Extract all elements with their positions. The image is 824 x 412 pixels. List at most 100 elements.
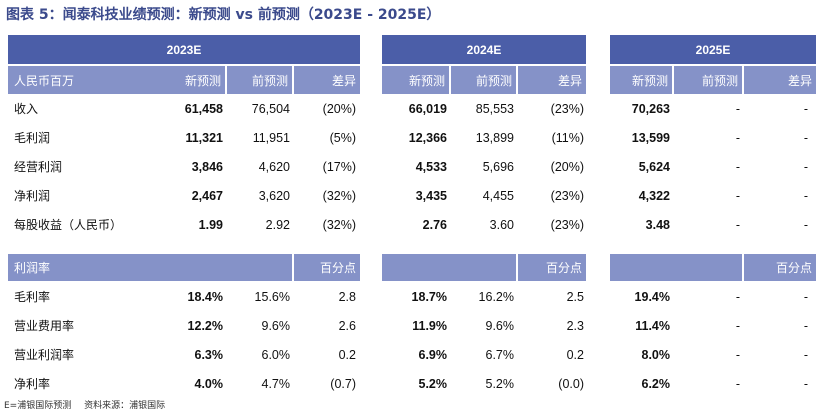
margin-row-cell: - <box>735 290 740 304</box>
financial-row-cell: 12,366 <box>408 131 447 145</box>
financial-row-cell: (11%) <box>551 131 584 145</box>
row-unit-label: 人民币百万 <box>14 73 75 88</box>
column-header-3-2: 前预测 <box>701 73 738 88</box>
margin-header-label: 利润率 <box>14 261 51 275</box>
financial-row-cell: - <box>803 160 808 174</box>
footer-notes: E=浦银国际预测 资料来源：浦银国际 <box>4 400 175 412</box>
financial-row-label-4: 净利润 <box>14 189 51 203</box>
financial-row-cell: (17%) <box>322 160 356 174</box>
column-header-2-1: 新预测 <box>408 73 445 88</box>
financial-row-cell: 2,467 <box>191 189 223 203</box>
financial-row-cell: 5,624 <box>638 160 670 174</box>
financial-row-cell: 3.60 <box>489 218 514 232</box>
financial-row-cell: 3.48 <box>645 218 670 232</box>
financial-row-cell: 4,322 <box>638 189 670 203</box>
financial-row-cell: 4,533 <box>415 160 447 174</box>
financial-row-cell: - <box>803 131 808 145</box>
margin-row-cell: 6.9% <box>418 348 448 362</box>
margin-header-band-1 <box>8 254 360 281</box>
margin-row-cell: 9.6% <box>261 319 291 333</box>
margin-row-cell: - <box>735 319 740 333</box>
financial-row-cell: 3,620 <box>258 189 290 203</box>
margin-row-cell: - <box>803 319 808 333</box>
margin-row-cell: - <box>735 377 740 391</box>
margin-row-cell: 5.2% <box>418 377 448 391</box>
financial-row-cell: (5%) <box>329 131 356 145</box>
financial-row-cell: - <box>735 131 740 145</box>
financial-row-cell: 70,263 <box>631 102 670 116</box>
column-header-1-1: 新预测 <box>184 73 221 88</box>
header-separator <box>742 66 744 94</box>
financial-row-cell: 13,599 <box>631 131 670 145</box>
financial-row-cell: - <box>803 189 808 203</box>
financial-row-cell: 4,455 <box>482 189 514 203</box>
financial-row-cell: (20%) <box>322 102 356 116</box>
year-header-3: 2025E <box>610 35 816 64</box>
column-header-1-2: 前预测 <box>251 73 288 88</box>
margin-row-cell: 11.4% <box>635 319 670 333</box>
column-header-1-3: 差异 <box>331 73 356 88</box>
financial-row-cell: 76,504 <box>251 102 290 116</box>
margin-header-separator <box>742 254 744 281</box>
margin-row-cell: 4.0% <box>194 377 224 391</box>
financial-row-cell: - <box>735 160 740 174</box>
margin-row-label-1: 毛利率 <box>14 290 51 304</box>
financial-row-cell: - <box>735 102 740 116</box>
margin-row-cell: - <box>803 290 808 304</box>
financial-row-cell: - <box>735 189 740 203</box>
column-header-2-3: 差异 <box>557 73 582 88</box>
financial-row-cell: (23%) <box>550 189 584 203</box>
margin-row-cell: (0.7) <box>330 377 356 391</box>
financial-row-cell: 11,951 <box>252 131 290 145</box>
financial-row-label-3: 经营利润 <box>14 160 63 174</box>
margin-header-band-3 <box>610 254 816 281</box>
margin-header-band-2 <box>382 254 586 281</box>
financial-row-cell: 85,553 <box>475 102 514 116</box>
margin-row-cell: 2.5 <box>566 290 584 304</box>
margin-header-separator <box>292 254 294 281</box>
figure-title: 图表 5：闻泰科技业绩预测：新预测 vs 前预测（2023E - 2025E） <box>6 7 441 23</box>
margin-row-cell: 2.8 <box>338 290 356 304</box>
financial-row-cell: 2.76 <box>422 218 447 232</box>
margin-row-cell: 15.6% <box>254 290 290 304</box>
margin-row-cell: 6.2% <box>641 377 671 391</box>
column-header-2-2: 前预测 <box>475 73 512 88</box>
financial-row-cell: 3,435 <box>415 189 447 203</box>
margin-row-cell: 6.7% <box>485 348 515 362</box>
financial-row-cell: 61,458 <box>184 102 223 116</box>
financial-row-cell: 11,321 <box>185 131 223 145</box>
margin-row-cell: 19.4% <box>634 290 670 304</box>
margin-row-cell: 4.7% <box>261 377 291 391</box>
financial-row-cell: (20%) <box>550 160 584 174</box>
financial-row-cell: 1.99 <box>198 218 223 232</box>
margin-row-cell: 16.2% <box>478 290 514 304</box>
column-header-3-1: 新预测 <box>631 73 668 88</box>
column-header-band-1 <box>8 66 360 94</box>
financial-row-cell: (32%) <box>322 218 356 232</box>
margin-row-cell: (0.0) <box>558 377 584 391</box>
margin-row-cell: 0.2 <box>338 348 356 362</box>
financial-row-cell: 66,019 <box>408 102 447 116</box>
financial-row-cell: (32%) <box>322 189 356 203</box>
financial-row-cell: 2.92 <box>265 218 290 232</box>
margin-row-cell: 6.3% <box>194 348 224 362</box>
header-separator <box>449 66 451 94</box>
margin-row-cell: - <box>803 348 808 362</box>
margin-row-cell: - <box>735 348 740 362</box>
column-header-band-2 <box>382 66 586 94</box>
margin-unit-label-3: 百分点 <box>775 261 812 275</box>
financial-row-cell: - <box>803 218 808 232</box>
financial-row-cell: (23%) <box>550 218 584 232</box>
margin-row-label-3: 营业利润率 <box>14 348 75 362</box>
header-separator <box>672 66 674 94</box>
margin-row-cell: - <box>803 377 808 391</box>
footer-source-note: 资料来源：浦银国际 <box>84 401 166 411</box>
margin-row-cell: 12.2% <box>187 319 223 333</box>
footer-estimate-note: E=浦银国际预测 <box>4 401 72 411</box>
margin-row-cell: 18.7% <box>411 290 447 304</box>
margin-row-cell: 2.6 <box>338 319 356 333</box>
financial-row-cell: 5,696 <box>482 160 514 174</box>
financial-row-cell: - <box>735 218 740 232</box>
header-separator <box>292 66 294 94</box>
financial-row-label-2: 毛利润 <box>14 131 51 145</box>
